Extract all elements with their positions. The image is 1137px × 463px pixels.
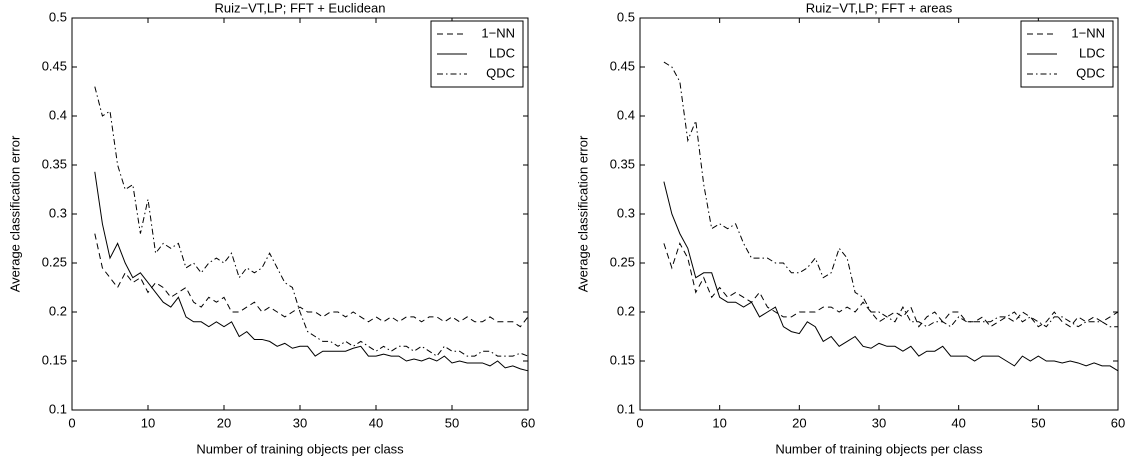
- x-tick-label: 20: [217, 415, 231, 430]
- y-tick-label: 0.4: [617, 107, 635, 122]
- legend-label: QDC: [486, 65, 515, 80]
- x-tick-label: 0: [636, 415, 643, 430]
- y-tick-label: 0.3: [617, 205, 635, 220]
- y-tick-label: 0.5: [617, 9, 635, 24]
- y-tick-label: 0.45: [42, 58, 67, 73]
- y-tick-label: 0.3: [49, 205, 67, 220]
- y-tick-label: 0.25: [610, 254, 635, 269]
- y-tick-label: 0.2: [49, 303, 67, 318]
- y-tick-label: 0.35: [610, 156, 635, 171]
- y-tick-label: 0.25: [42, 254, 67, 269]
- y-axis-label: Average classification error: [7, 135, 22, 292]
- y-tick-label: 0.1: [617, 401, 635, 416]
- x-tick-label: 60: [1111, 415, 1125, 430]
- y-tick-label: 0.4: [49, 107, 67, 122]
- legend-label: 1−NN: [1071, 25, 1105, 40]
- y-tick-label: 0.15: [42, 352, 67, 367]
- legend-label: QDC: [1076, 65, 1105, 80]
- x-tick-label: 40: [369, 415, 383, 430]
- x-tick-label: 0: [68, 415, 75, 430]
- series-line: [94, 233, 529, 328]
- y-axis-label: Average classification error: [575, 135, 590, 292]
- x-tick-label: 10: [712, 415, 726, 430]
- series-line: [663, 181, 1119, 372]
- x-tick-label: 30: [872, 415, 886, 430]
- legend-label: LDC: [1079, 45, 1105, 60]
- legend-label: LDC: [489, 45, 515, 60]
- chart-title: Ruiz−VT,LP; FFT + Euclidean: [214, 0, 385, 15]
- x-axis-label: Number of training objects per class: [196, 441, 404, 456]
- x-tick-label: 50: [445, 415, 459, 430]
- x-tick-label: 30: [293, 415, 307, 430]
- x-tick-label: 40: [951, 415, 965, 430]
- series-line: [663, 61, 1118, 328]
- y-tick-label: 0.2: [617, 303, 635, 318]
- chart-panel: Ruiz−VT,LP; FFT + areas Number of trainin…: [575, 0, 1125, 456]
- y-tick-label: 0.15: [610, 352, 635, 367]
- series-line: [663, 242, 1119, 328]
- x-tick-label: 20: [792, 415, 806, 430]
- x-tick-label: 50: [1031, 415, 1045, 430]
- y-tick-label: 0.35: [42, 156, 67, 171]
- y-tick-label: 0.45: [610, 58, 635, 73]
- x-tick-label: 60: [521, 415, 535, 430]
- series-line: [94, 171, 529, 372]
- y-tick-label: 0.5: [49, 9, 67, 24]
- series-line: [94, 86, 529, 357]
- x-axis-label: Number of training objects per class: [775, 441, 983, 456]
- legend-label: 1−NN: [481, 25, 515, 40]
- chart-panel: Ruiz−VT,LP; FFT + Euclidean Number of tra…: [7, 0, 535, 456]
- chart-title: Ruiz−VT,LP; FFT + areas: [806, 0, 953, 15]
- x-tick-label: 10: [141, 415, 155, 430]
- y-tick-label: 0.1: [49, 401, 67, 416]
